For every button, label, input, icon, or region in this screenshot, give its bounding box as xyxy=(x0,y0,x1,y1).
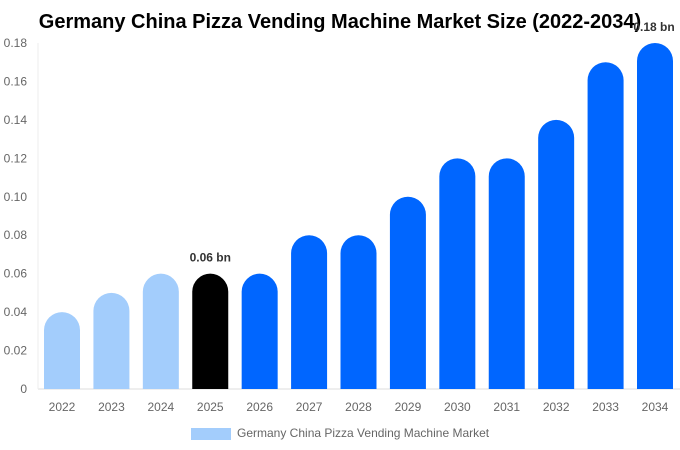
y-tick-label: 0.04 xyxy=(4,305,28,319)
data-label: 0.18 bn xyxy=(633,20,674,34)
x-tick-label: 2032 xyxy=(543,400,570,414)
x-tick-label: 2028 xyxy=(345,400,372,414)
chart-title: Germany China Pizza Vending Machine Mark… xyxy=(39,11,641,33)
bar-2032[interactable] xyxy=(538,119,575,389)
x-tick-label: 2033 xyxy=(592,400,619,414)
y-tick-label: 0.08 xyxy=(4,228,28,242)
x-tick-label: 2034 xyxy=(642,400,669,414)
data-label: 0.06 bn xyxy=(190,251,231,265)
bar-2031[interactable] xyxy=(488,158,525,389)
x-tick-label: 2026 xyxy=(246,400,273,414)
bar-2024[interactable] xyxy=(142,273,179,389)
bar-2033[interactable] xyxy=(587,62,624,389)
bar-2022[interactable] xyxy=(44,312,80,389)
bar-2026[interactable] xyxy=(241,273,278,389)
bar-2025[interactable] xyxy=(192,273,229,389)
x-tick-label: 2029 xyxy=(395,400,422,414)
x-tick-label: 2025 xyxy=(197,400,224,414)
x-tick-label: 2022 xyxy=(49,400,76,414)
bar-2034[interactable] xyxy=(637,43,673,389)
x-tick-label: 2031 xyxy=(493,400,520,414)
y-tick-label: 0.12 xyxy=(4,151,28,165)
y-tick-label: 0.06 xyxy=(4,267,28,281)
x-tick-label: 2030 xyxy=(444,400,471,414)
y-tick-label: 0.16 xyxy=(4,74,28,88)
y-tick-label: 0.10 xyxy=(4,190,28,204)
y-tick-label: 0.18 xyxy=(4,36,28,50)
bar-2030[interactable] xyxy=(439,158,476,389)
bar-2029[interactable] xyxy=(389,196,426,389)
legend-swatch xyxy=(191,428,231,440)
x-tick-label: 2024 xyxy=(147,400,174,414)
y-tick-label: 0 xyxy=(20,382,27,396)
legend-label[interactable]: Germany China Pizza Vending Machine Mark… xyxy=(237,426,490,440)
x-tick-label: 2023 xyxy=(98,400,125,414)
bar-2027[interactable] xyxy=(291,235,328,389)
bar-2023[interactable] xyxy=(93,292,130,389)
y-tick-label: 0.14 xyxy=(4,113,28,127)
y-tick-label: 0.02 xyxy=(4,344,28,358)
bar-2028[interactable] xyxy=(340,235,377,389)
x-tick-label: 2027 xyxy=(296,400,323,414)
